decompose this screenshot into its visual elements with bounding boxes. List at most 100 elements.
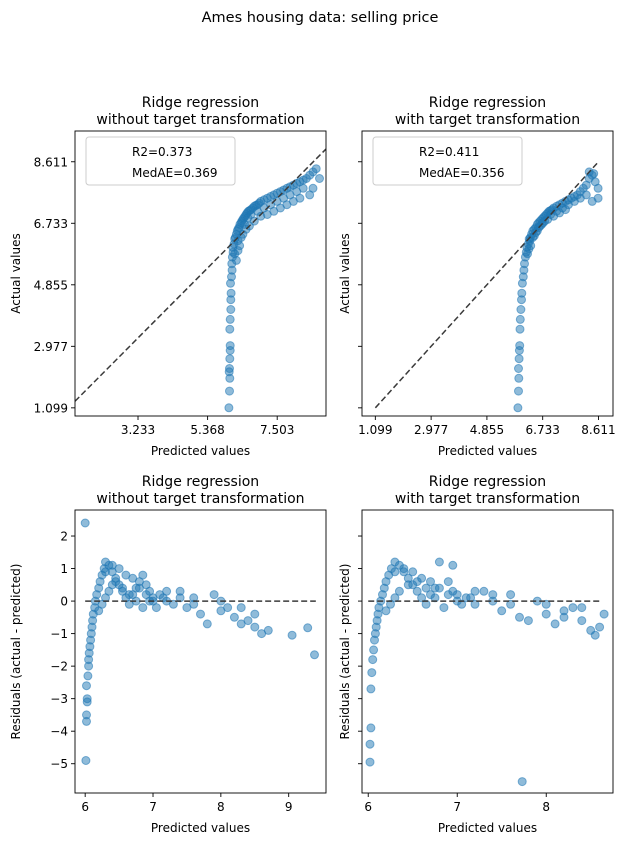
chart-3-point-46	[568, 603, 578, 613]
chart-2-point-58	[310, 650, 319, 660]
chart-3-point-71	[412, 577, 422, 587]
chart-1-title-line2: with target transformation	[395, 112, 580, 128]
chart-0-point-91	[308, 183, 318, 193]
chart-0-xtick-label-0: 3.233	[121, 423, 155, 437]
chart-0-point-90	[295, 193, 305, 203]
chart-3-point-47	[577, 616, 587, 626]
figure-suptitle: Ames housing data: selling price	[202, 10, 439, 26]
chart-2-ytick-label-0: 2	[60, 530, 68, 544]
chart-3-point-64	[559, 606, 569, 616]
chart-1-point-8	[515, 314, 525, 324]
chart-1-point-4	[514, 354, 524, 364]
chart-3-point-39	[515, 612, 524, 622]
chart-2-point-82	[138, 603, 148, 613]
chart-3-point-44	[550, 619, 560, 629]
chart-3-point-2	[366, 723, 376, 733]
chart-3-point-54	[408, 567, 418, 577]
chart-0-legend	[85, 136, 236, 186]
chart-3-point-38	[506, 590, 516, 600]
chart-1-title-line1: Ridge regression	[429, 95, 546, 111]
chart-3-point-56	[426, 577, 435, 587]
chart-3-point-41	[523, 616, 533, 626]
chart-2-point-63	[128, 573, 138, 583]
chart-3-point-30	[443, 577, 453, 587]
chart-3-point-74	[439, 603, 449, 613]
chart-2-point-47	[209, 590, 219, 600]
chart-2-point-72	[250, 609, 260, 619]
chart-1-point-72	[526, 241, 536, 251]
chart-3-xtick-label-0: 6	[364, 800, 372, 814]
chart-2-point-61	[114, 564, 124, 574]
chart-0-ylabel: Actual values	[9, 233, 23, 313]
chart-0-legend-entry-0: R2=0.373	[132, 145, 192, 159]
chart-2-title-line2: without target transformation	[96, 491, 304, 507]
chart-2-ylabel: Residuals (actual - predicted)	[9, 564, 23, 740]
chart-0-legend-entry-1: MedAE=0.369	[132, 166, 218, 180]
chart-3-point-4	[367, 668, 377, 678]
chart-2-frame	[74, 509, 327, 794]
chart-2-point-0	[80, 518, 90, 528]
chart-2-xtick-label-2: 8	[217, 800, 225, 814]
chart-3-point-66	[381, 606, 391, 616]
chart-3-point-77	[448, 560, 458, 570]
chart-1-point-9	[516, 305, 526, 314]
chart-2-point-6	[82, 681, 91, 691]
chart-0-point-9	[225, 314, 235, 324]
chart-1-legend	[372, 136, 523, 186]
chart-1-point-2	[514, 373, 524, 383]
chart-0-ytick-label-2: 4.855	[34, 278, 68, 292]
chart-3-point-70	[403, 580, 413, 590]
chart-3-point-43	[541, 609, 551, 619]
chart-2-point-45	[196, 609, 205, 619]
chart-2-point-57	[303, 623, 313, 633]
chart-2-point-80	[124, 590, 134, 600]
chart-3-point-6	[369, 645, 379, 655]
chart-2-ytick-label-1: 1	[60, 562, 68, 576]
chart-2-xlabel: Predicted values	[151, 821, 250, 835]
chart-2-point-79	[118, 583, 127, 593]
chart-2-point-49	[223, 603, 233, 613]
chart-2-point-71	[236, 603, 246, 613]
chart-3-point-40	[517, 777, 527, 787]
chart-3-title-line2: with target transformation	[395, 491, 580, 507]
chart-3-point-5	[368, 655, 378, 665]
chart-0-xtick-label-2: 7.503	[260, 423, 294, 437]
chart-3-point-51	[599, 609, 609, 619]
chart-0-xlabel: Predicted values	[151, 444, 250, 458]
chart-1-xtick-label-0: 1.099	[358, 423, 392, 437]
chart-1-point-1	[514, 386, 523, 396]
chart-3-point-68	[390, 593, 400, 603]
chart-0-point-8	[225, 324, 235, 334]
chart-3-point-26	[421, 599, 431, 609]
chart-0-title-line2: without target transformation	[96, 112, 304, 128]
chart-2-point-64	[134, 583, 144, 593]
chart-3-point-67	[386, 599, 395, 609]
chart-2-point-53	[250, 622, 260, 632]
chart-1-point-3	[514, 364, 523, 373]
chart-2-ytick-label-7: −5	[50, 757, 68, 771]
chart-3-point-58	[443, 590, 453, 600]
chart-3-point-25	[417, 593, 427, 603]
chart-0-title-line1: Ridge regression	[142, 95, 259, 111]
chart-1-point-52	[593, 183, 603, 193]
chart-0-point-0	[224, 403, 234, 413]
chart-3-xtick-label-2: 8	[542, 800, 550, 814]
chart-3-point-24	[412, 586, 422, 596]
chart-2-xtick-label-3: 9	[285, 800, 293, 814]
chart-1-reference-line	[374, 161, 599, 409]
chart-3-point-57	[434, 583, 444, 593]
chart-2-point-41	[168, 599, 178, 609]
chart-0-ytick-label-0: 1.099	[34, 401, 68, 415]
chart-0-point-60	[311, 164, 321, 174]
chart-2-point-7	[83, 671, 93, 681]
chart-3-ylabel: Residuals (actual - predicted)	[338, 564, 352, 740]
chart-0-ytick-label-1: 2.977	[34, 340, 68, 354]
chart-2-point-35	[138, 570, 148, 580]
chart-2-xtick-label-0: 6	[81, 800, 89, 814]
chart-2-point-3	[82, 710, 91, 720]
chart-0-point-61	[315, 174, 324, 183]
